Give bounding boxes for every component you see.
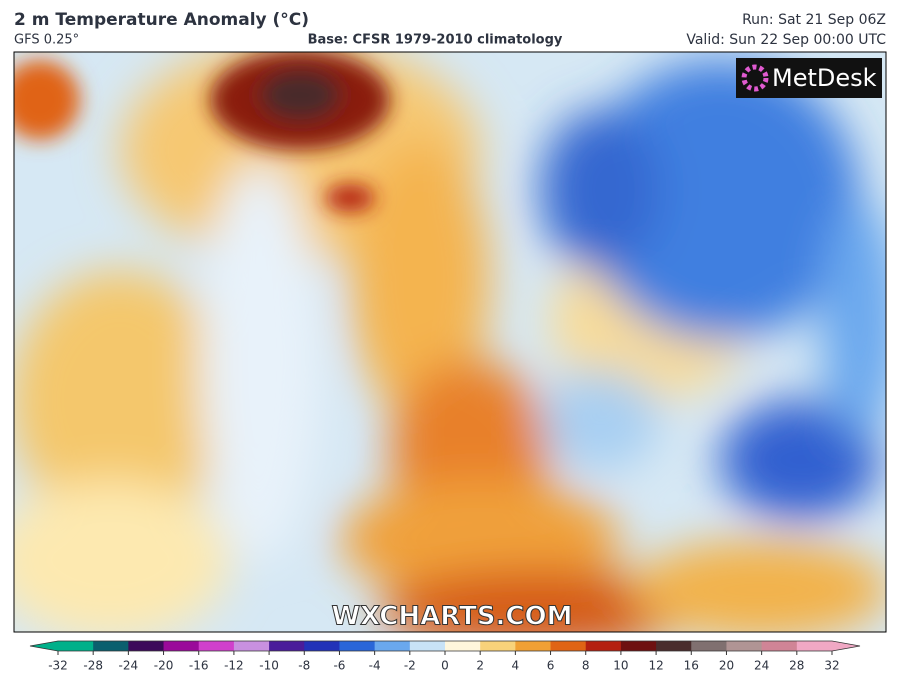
colorbar-tick-label: -32 xyxy=(48,659,68,673)
logo: MetDesk xyxy=(772,64,877,92)
colorbar-segment xyxy=(726,641,763,651)
colorbar-tick-label: 2 xyxy=(476,659,484,673)
colorbar-end-low xyxy=(30,641,58,651)
colorbar-tick-label: 12 xyxy=(648,659,663,673)
colorbar-tick-label: -2 xyxy=(404,659,416,673)
colorbar-segment xyxy=(480,641,516,651)
colorbar-segment xyxy=(796,641,833,651)
colorbar-segment xyxy=(93,641,129,651)
colorbar-tick-label: 8 xyxy=(582,659,590,673)
colorbar-tick-label: -12 xyxy=(224,659,244,673)
colorbar-segment xyxy=(585,641,622,651)
colorbar: -32 -28 -24 -20 -16 -12 -10 -8 -6 -4 -2 0 2 4 6 8 10 12 16… xyxy=(29,640,861,673)
colorbar-segment xyxy=(128,641,165,651)
colorbar-tick-label: 32 xyxy=(824,659,839,673)
base: Base: CFSR 1979-2010 climatology xyxy=(308,33,563,48)
colorbar-segment xyxy=(515,641,552,651)
colorbar-tick-label: 28 xyxy=(789,659,804,673)
colorbar-segment xyxy=(339,641,376,651)
colorbar-tick-label: -4 xyxy=(369,659,381,673)
colorbar-segment xyxy=(550,641,587,651)
colorbar-segment xyxy=(198,641,235,651)
colorbar-end-high xyxy=(832,641,860,651)
watermark: WXCHARTS.COM xyxy=(331,602,572,632)
colorbar-tick-label: 16 xyxy=(684,659,699,673)
logo-icon xyxy=(741,64,769,92)
colorbar-tick-label: -28 xyxy=(83,659,103,673)
colorbar-segment xyxy=(304,641,340,651)
colorbar-segment xyxy=(58,641,94,651)
colorbar-tick-label: -16 xyxy=(189,659,209,673)
colorbar-segment xyxy=(445,641,481,651)
map-frame xyxy=(13,51,887,633)
colorbar-tick-label: 6 xyxy=(547,659,555,673)
colorbar-tick-label: 20 xyxy=(719,659,734,673)
title: 2 m Temperature Anomaly (°C) xyxy=(14,10,309,30)
colorbar-segment xyxy=(233,641,270,651)
colorbar-segment xyxy=(691,641,727,651)
colorbar-tick-label: -10 xyxy=(259,659,279,673)
colorbar-tick-label: 0 xyxy=(441,659,449,673)
colorbar-segment xyxy=(409,641,446,651)
colorbar-segment xyxy=(656,641,692,651)
colorbar-tick-label: 24 xyxy=(754,659,769,673)
colorbar-segment xyxy=(269,641,305,651)
colorbar-segment xyxy=(620,641,657,651)
valid: Valid: Sun 22 Sep 00:00 UTC xyxy=(686,32,886,48)
colorbar-segment xyxy=(163,641,200,651)
anomaly-field xyxy=(14,52,886,632)
colorbar-tick-label: 10 xyxy=(613,659,628,673)
logo-box xyxy=(736,58,882,98)
colorbar-tick-label: -8 xyxy=(298,659,310,673)
colorbar-tick-label: -6 xyxy=(333,659,345,673)
colorbar-tick-label: -20 xyxy=(154,659,174,673)
colorbar-tick-label: 4 xyxy=(512,659,520,673)
model: GFS 0.25° xyxy=(14,33,79,48)
map: MetDesk WXCHARTS.COM xyxy=(14,52,886,632)
colorbar-segment xyxy=(374,641,411,651)
run: Run: Sat 21 Sep 06Z xyxy=(742,12,886,28)
colorbar-segment xyxy=(761,641,798,651)
colorbar-tick-label: -24 xyxy=(119,659,139,673)
